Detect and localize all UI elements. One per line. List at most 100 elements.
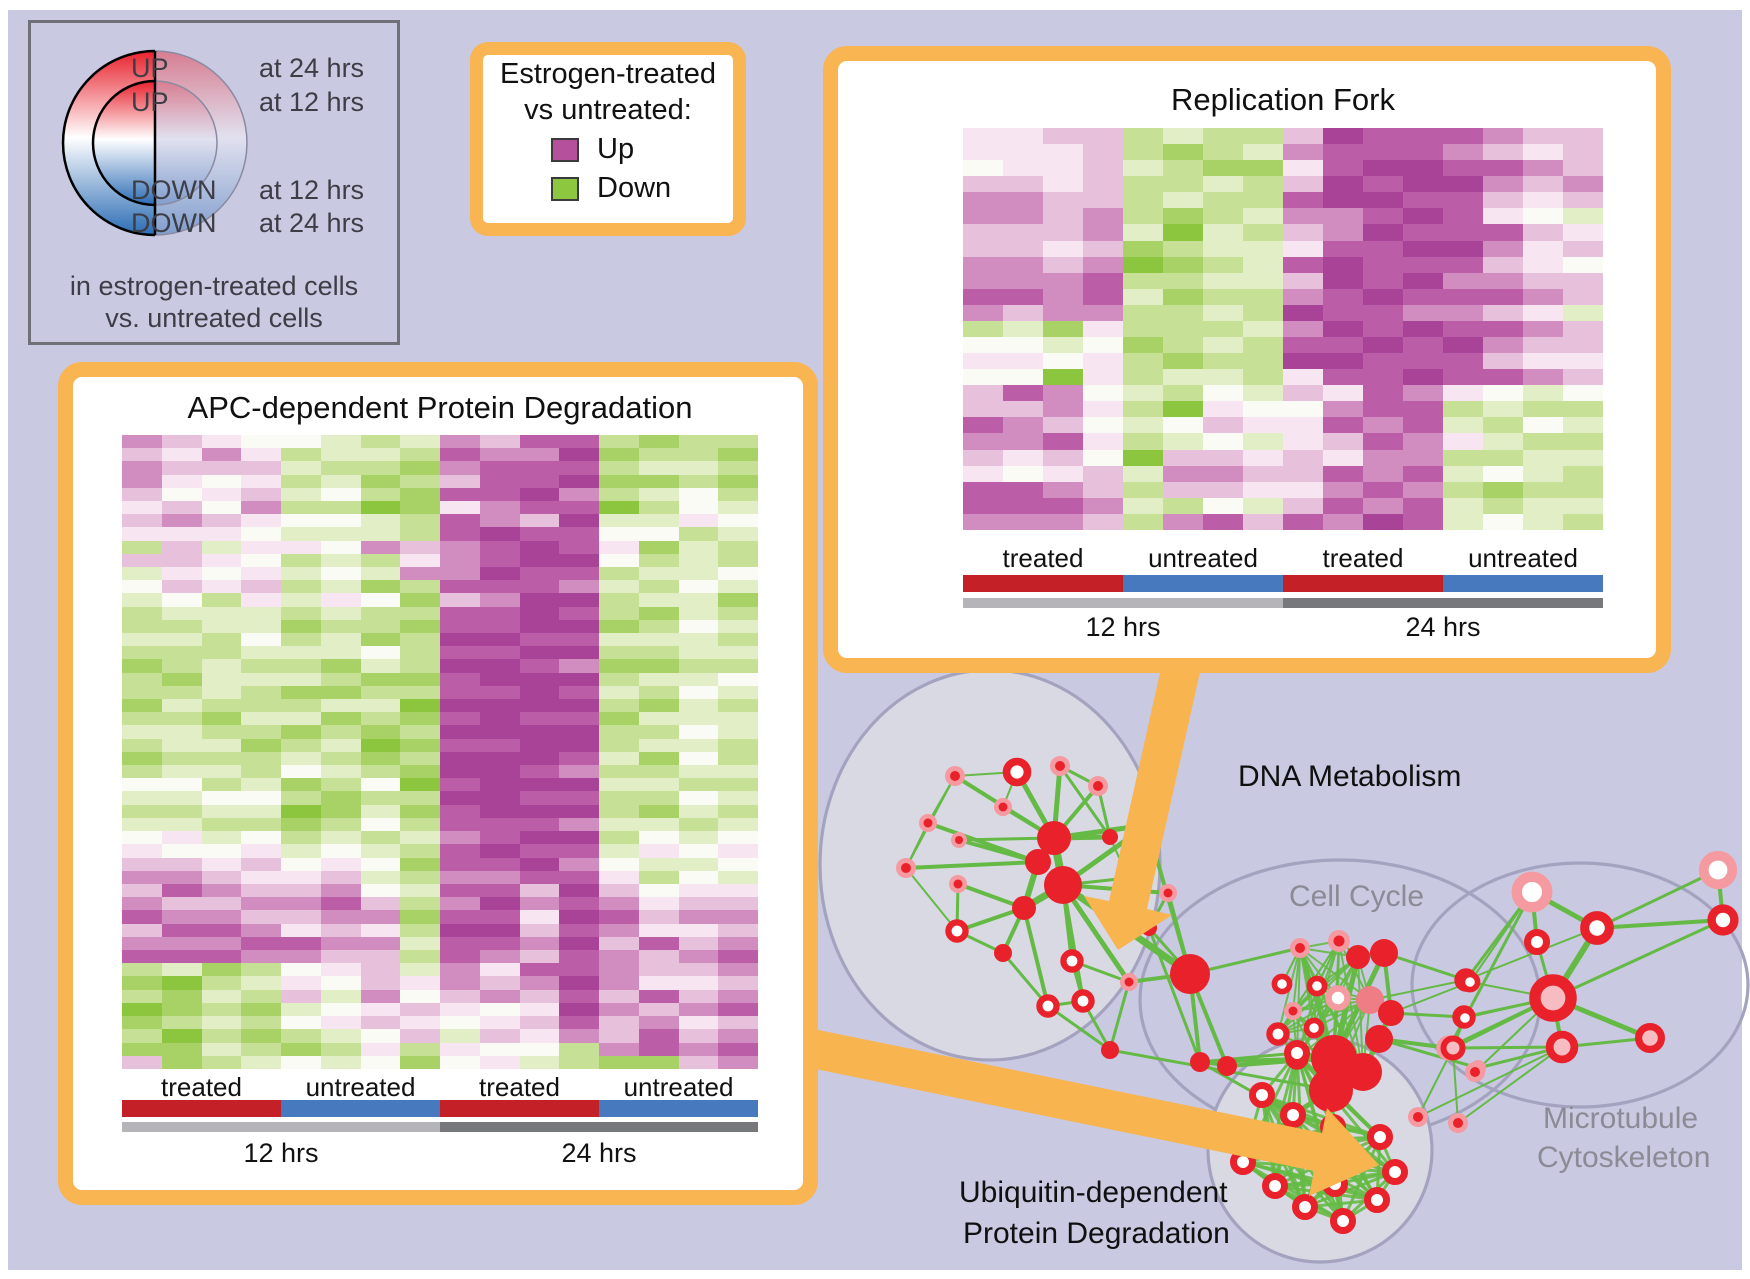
heatmap-cell [479, 1042, 520, 1056]
heatmap-cell [241, 501, 281, 515]
heatmap-cell [718, 831, 758, 845]
heatmap-cell [281, 619, 321, 634]
heatmap-cell [400, 778, 440, 792]
heatmap-cell [320, 1016, 361, 1030]
heatmap-cell [241, 567, 281, 581]
heatmap-cell [161, 540, 202, 554]
heatmap-cell [1523, 417, 1563, 434]
heatmap-cell [1203, 369, 1243, 386]
heatmap-cell [360, 567, 401, 581]
heatmap-cell [201, 844, 242, 858]
heatmap-cell [400, 514, 440, 528]
heatmap-cell [1083, 240, 1123, 257]
heatmap-cell [281, 751, 321, 766]
heatmap-cell [1203, 449, 1243, 466]
heatmap-cell [519, 501, 560, 515]
legend-footer-line1: in estrogen-treated cells [69, 271, 359, 301]
heatmap-cell [1163, 128, 1203, 145]
heatmap-cell [479, 567, 520, 581]
up-label: Up [597, 133, 635, 165]
heatmap-cell [1563, 160, 1603, 177]
heatmap-cell [360, 989, 401, 1003]
heatmap-cell [440, 501, 480, 515]
heatmap-cell [1443, 385, 1483, 402]
heatmap-cell [1483, 128, 1523, 145]
heatmap-cell [718, 936, 758, 951]
heatmap-cell [281, 435, 321, 449]
heatmap-cell [479, 936, 520, 951]
heatmap-cell [360, 514, 401, 528]
rf-group-labels: treated untreated treated untreated [963, 543, 1603, 574]
heatmap-cell [1283, 192, 1323, 209]
heatmap-cell [122, 461, 162, 475]
heatmap-cell [122, 646, 162, 660]
heatmap-cell [360, 910, 401, 924]
heatmap-cell [963, 192, 1003, 209]
heatmap-cell [718, 606, 758, 620]
heatmap-cell [281, 672, 321, 686]
heatmap-cell [122, 751, 162, 766]
heatmap-cell [440, 633, 480, 647]
heatmap-cell [241, 791, 281, 805]
heatmap-cell [1123, 465, 1163, 482]
heatmap-cell [161, 633, 202, 647]
heatmap-cell [1403, 208, 1443, 225]
cell-cycle-label: Cell Cycle [1289, 880, 1425, 913]
heatmap-cell [638, 831, 679, 845]
heatmap-cell [678, 791, 719, 805]
heatmap-cell [1363, 320, 1403, 338]
heatmap-cell [281, 593, 321, 607]
heatmap-cell [161, 817, 202, 832]
heatmap-cell [320, 487, 361, 502]
heatmap-cell [1003, 385, 1043, 402]
heatmap-cell [320, 633, 361, 647]
heatmap-cell [1203, 433, 1243, 450]
heatmap-cell [599, 633, 639, 647]
heatmap-cell [122, 765, 162, 779]
heatmap-cell [1523, 144, 1563, 161]
heatmap-cell [599, 1042, 639, 1056]
heatmap-cell [479, 435, 520, 449]
heatmap-cell [559, 580, 599, 594]
heatmap-cell [320, 791, 361, 805]
heatmap-cell [1283, 369, 1323, 386]
heatmap-cell [122, 540, 162, 554]
heatmap-cell [440, 1016, 480, 1030]
heatmap-cell [638, 685, 679, 700]
heatmap-cell [1003, 320, 1043, 338]
heatmap-cell [241, 936, 281, 951]
heatmap-cell [678, 725, 719, 739]
heatmap-cell [320, 870, 361, 884]
heatmap-cell [638, 448, 679, 462]
heatmap-cell [1123, 385, 1163, 402]
rf-untreated-12-label: untreated [1148, 543, 1258, 573]
heatmap-cell [1483, 433, 1523, 450]
heatmap-cell [519, 712, 560, 726]
heatmap-cell [440, 527, 480, 541]
heatmap-cell [638, 1016, 679, 1030]
heatmap-cell [320, 699, 361, 713]
heatmap-cell [201, 883, 242, 898]
heatmap-cell [1403, 256, 1443, 273]
heatmap-cell [519, 870, 560, 884]
heatmap-cell [320, 435, 361, 449]
heatmap-cell [241, 461, 281, 475]
heatmap-cell [1283, 288, 1323, 305]
heatmap-cell [1523, 385, 1563, 402]
heatmap-cell [1363, 272, 1403, 289]
heatmap-cell [241, 514, 281, 528]
heatmap-cell [201, 659, 242, 673]
heatmap-cell [122, 791, 162, 805]
heatmap-cell [1043, 208, 1083, 225]
heatmap-cell [122, 474, 162, 488]
heatmap-cell [201, 501, 242, 515]
heatmap-cell [1283, 401, 1323, 418]
heatmap-cell [519, 1055, 560, 1069]
heatmap-cell [1243, 320, 1283, 338]
heatmap-cell [201, 1016, 242, 1030]
heatmap-cell [599, 844, 639, 858]
heatmap-cell [241, 487, 281, 502]
heatmap-cell [281, 804, 321, 818]
heatmap-cell [1083, 369, 1123, 386]
heatmap-cell [122, 870, 162, 884]
